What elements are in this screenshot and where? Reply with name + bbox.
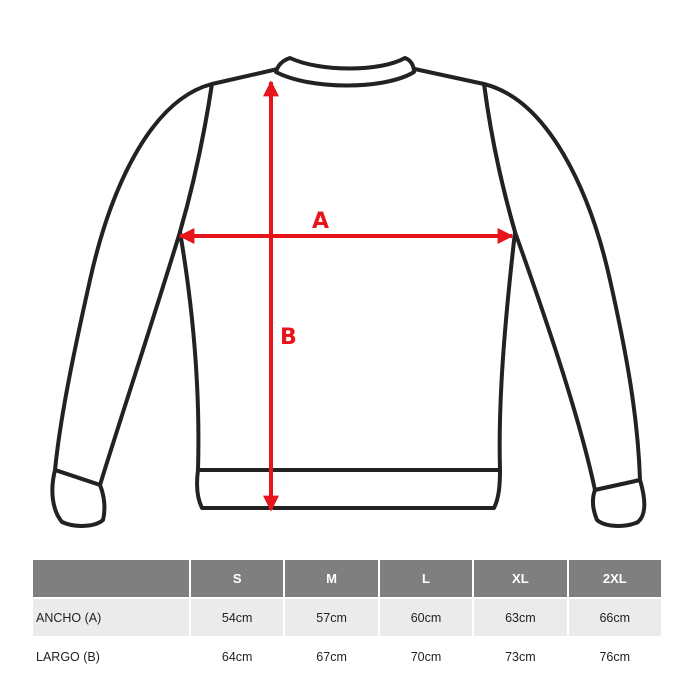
header-size-xl: XL: [474, 560, 567, 597]
hem-band: [195, 468, 502, 510]
label-b: B: [280, 325, 297, 350]
table-row: LARGO (B) 64cm 67cm 70cm 73cm 76cm: [33, 638, 661, 675]
header-size-s: S: [191, 560, 284, 597]
table-header-row: S M L XL 2XL: [33, 560, 661, 597]
cell: 60cm: [379, 599, 473, 636]
cell: 67cm: [285, 638, 378, 675]
collar: [274, 56, 416, 88]
label-a: A: [312, 209, 329, 234]
cell: 70cm: [379, 638, 473, 675]
header-blank: [33, 560, 189, 597]
body: [178, 66, 517, 472]
cell: 73cm: [474, 638, 567, 675]
header-size-2xl: 2XL: [568, 560, 661, 597]
cell: 57cm: [285, 599, 378, 636]
header-size-m: M: [285, 560, 378, 597]
size-table: S M L XL 2XL ANCHO (A) 54cm 57cm 60cm 63…: [31, 558, 663, 677]
right-cuff: [590, 478, 647, 528]
header-size-l: L: [379, 560, 473, 597]
cell: 66cm: [568, 599, 661, 636]
sweater-diagram: A B: [50, 56, 647, 528]
row-label: ANCHO (A): [33, 599, 189, 636]
sweater-outline: [50, 56, 647, 528]
cell: 76cm: [568, 638, 661, 675]
cell: 54cm: [191, 599, 284, 636]
table-row: ANCHO (A) 54cm 57cm 60cm 63cm 66cm: [33, 599, 661, 636]
cell: 64cm: [191, 638, 284, 675]
row-label: LARGO (B): [33, 638, 189, 675]
cell: 63cm: [474, 599, 567, 636]
left-cuff: [50, 468, 107, 528]
